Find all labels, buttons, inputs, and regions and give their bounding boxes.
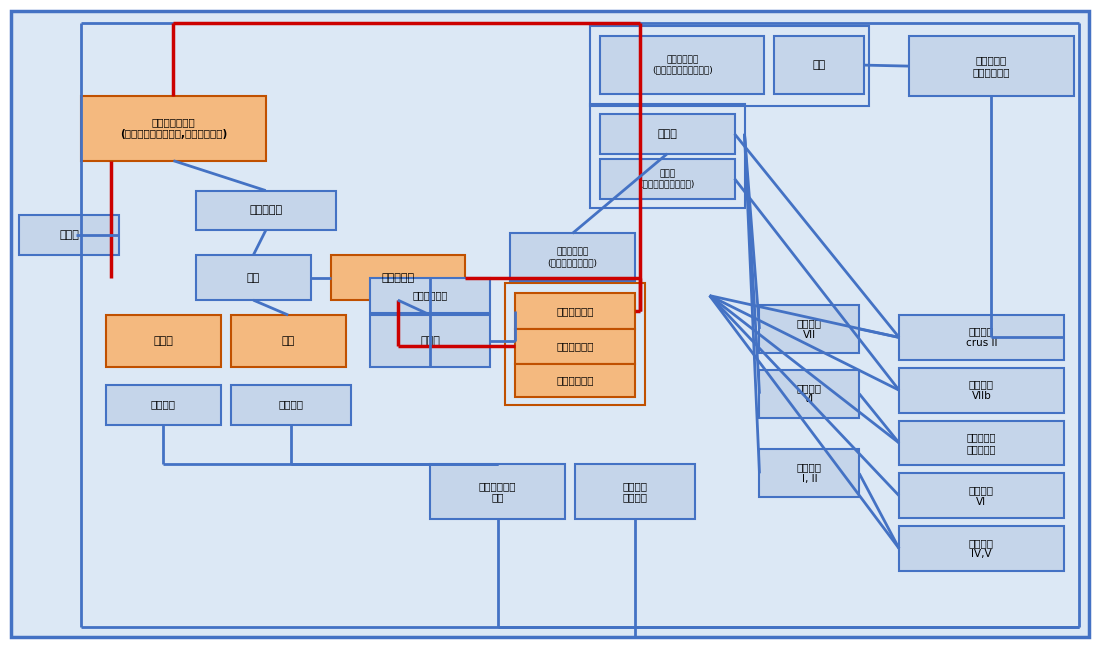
Bar bbox=[515, 364, 635, 397]
Text: 海馬傍回: 海馬傍回 bbox=[278, 400, 304, 410]
Bar bbox=[590, 27, 869, 106]
Bar bbox=[515, 293, 635, 329]
Bar bbox=[196, 191, 336, 231]
Text: 縁上回: 縁上回 bbox=[658, 129, 678, 139]
Bar bbox=[600, 36, 764, 94]
Bar bbox=[899, 421, 1064, 465]
Bar bbox=[575, 465, 694, 519]
Bar bbox=[909, 36, 1074, 96]
Text: 前頭極: 前頭極 bbox=[59, 231, 79, 240]
Bar bbox=[759, 370, 859, 417]
Text: 後部頭頂皮質
(前頭頭頂ネットワーク): 後部頭頂皮質 (前頭頭頂ネットワーク) bbox=[652, 56, 713, 75]
Bar bbox=[590, 104, 745, 209]
Bar bbox=[759, 305, 859, 353]
Bar bbox=[505, 283, 645, 404]
Bar bbox=[600, 114, 735, 154]
Bar bbox=[759, 450, 859, 497]
Text: 縁上回
(顕著性ネットワーク): 縁上回 (顕著性ネットワーク) bbox=[639, 169, 695, 189]
Text: 側頭極: 側頭極 bbox=[420, 336, 440, 346]
Text: 中側頭回前部: 中側頭回前部 bbox=[557, 375, 594, 386]
Bar bbox=[371, 278, 491, 313]
Bar bbox=[196, 255, 310, 300]
Bar bbox=[899, 368, 1064, 413]
Text: 小脳虫部
VII: 小脳虫部 VII bbox=[796, 318, 822, 340]
Text: 側頭紡錘状回
後部: 側頭紡錘状回 後部 bbox=[478, 481, 516, 503]
Bar bbox=[899, 315, 1064, 360]
Text: 小脳半球
VI: 小脳半球 VI bbox=[969, 485, 994, 507]
Bar bbox=[510, 233, 635, 281]
Bar bbox=[600, 159, 735, 198]
Text: 上側頭回前部: 上側頭回前部 bbox=[557, 341, 594, 351]
Text: 上側頭回後部
(言語ネットワーク): 上側頭回後部 (言語ネットワーク) bbox=[548, 248, 597, 267]
Bar bbox=[20, 216, 119, 255]
Text: 背外側前頭前野
(顕著性ネットワーク,吻側前頭前野): 背外側前頭前野 (顕著性ネットワーク,吻側前頭前野) bbox=[120, 117, 227, 139]
Text: 前頭弁蓋部: 前頭弁蓋部 bbox=[382, 273, 415, 283]
Bar bbox=[231, 385, 351, 424]
Text: 視覚ネット
ワーク外側部: 視覚ネット ワーク外側部 bbox=[972, 55, 1010, 77]
Text: 梁下皮質: 梁下皮質 bbox=[151, 400, 176, 410]
Text: 海馬: 海馬 bbox=[282, 336, 295, 346]
Text: 前部帯状回: 前部帯状回 bbox=[250, 205, 283, 216]
Text: 小脳虫部
VI: 小脳虫部 VI bbox=[796, 383, 822, 404]
Bar bbox=[515, 329, 635, 364]
Bar bbox=[430, 465, 565, 519]
Bar bbox=[331, 255, 465, 300]
Bar bbox=[899, 473, 1064, 518]
Text: 小脳半球
IV,V: 小脳半球 IV,V bbox=[969, 538, 994, 559]
Text: 上側頭回後部: 上側頭回後部 bbox=[557, 306, 594, 316]
Bar bbox=[106, 315, 221, 367]
Bar bbox=[774, 36, 865, 94]
Text: 小脳半球
crus II: 小脳半球 crus II bbox=[966, 327, 998, 348]
Bar bbox=[899, 526, 1064, 571]
Text: 小脳半球
VIIb: 小脳半球 VIIb bbox=[969, 380, 994, 401]
Bar bbox=[106, 385, 221, 424]
Text: 側頭後頭
紡錘状回: 側頭後頭 紡錘状回 bbox=[623, 481, 647, 503]
Text: 下側頭回後部: 下側頭回後部 bbox=[412, 290, 448, 301]
Text: 小脳ネット
ワーク前部: 小脳ネット ワーク前部 bbox=[967, 432, 997, 454]
Text: 小脳虫部
I, II: 小脳虫部 I, II bbox=[796, 463, 822, 484]
Bar bbox=[371, 315, 491, 367]
Text: 扁桃体: 扁桃体 bbox=[154, 336, 174, 346]
Text: 角回: 角回 bbox=[813, 60, 826, 70]
Text: 視床: 視床 bbox=[246, 273, 260, 283]
Bar bbox=[231, 315, 345, 367]
Bar bbox=[81, 96, 266, 161]
